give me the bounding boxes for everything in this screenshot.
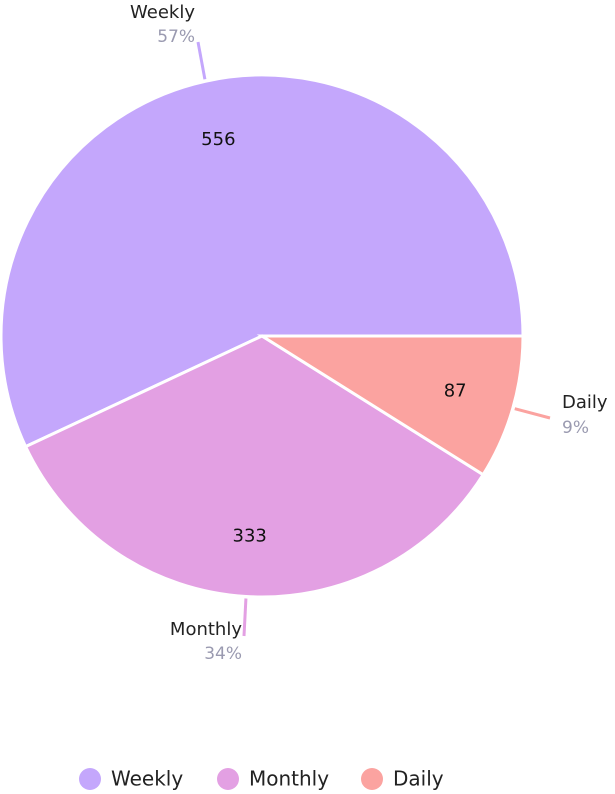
slice-value-label: 556 bbox=[201, 129, 235, 150]
leader-line bbox=[196, 41, 207, 80]
slice-name-label: Daily bbox=[562, 392, 608, 413]
legend: Weekly Monthly Daily bbox=[79, 767, 444, 791]
pie-slice bbox=[256, 334, 525, 477]
legend-label: Weekly bbox=[111, 767, 183, 791]
legend-swatch bbox=[361, 768, 383, 790]
slice-name-label: Monthly bbox=[170, 619, 242, 640]
leader-line bbox=[514, 407, 551, 420]
slice-percent-label: 57% bbox=[157, 27, 195, 47]
slice-percent-label: 34% bbox=[204, 644, 242, 664]
slice-percent-label: 9% bbox=[562, 418, 589, 438]
slice-name-label: Weekly bbox=[130, 2, 195, 23]
legend-swatch bbox=[217, 768, 239, 790]
slice-value-label: 333 bbox=[233, 526, 267, 547]
slice-value-label: 87 bbox=[444, 381, 467, 402]
pie-slice bbox=[23, 334, 486, 599]
pie-slice bbox=[0, 73, 525, 449]
leader-line bbox=[242, 598, 248, 637]
legend-label: Monthly bbox=[249, 767, 329, 791]
legend-swatch bbox=[79, 768, 101, 790]
legend-label: Daily bbox=[393, 767, 444, 791]
